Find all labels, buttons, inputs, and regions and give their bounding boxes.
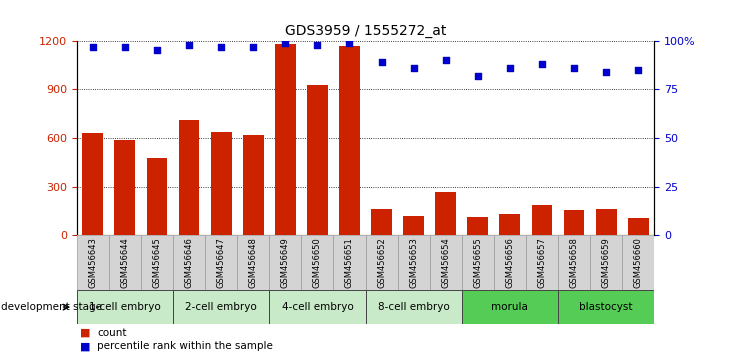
Title: GDS3959 / 1555272_at: GDS3959 / 1555272_at [285,24,446,38]
Bar [178,120,200,235]
Text: 8-cell embryo: 8-cell embryo [378,302,450,312]
Bar [109,235,141,290]
Text: GSM456647: GSM456647 [216,238,226,289]
Text: GSM456650: GSM456650 [313,238,322,289]
Bar [275,44,296,235]
Point [472,73,484,79]
Text: GSM456652: GSM456652 [377,238,386,289]
Bar [628,218,648,235]
Bar [146,158,167,235]
Bar [398,235,430,290]
Bar [558,235,590,290]
Bar [404,216,424,235]
Point [568,65,580,71]
Bar [333,235,366,290]
Bar [77,235,109,290]
Bar [499,214,520,235]
Bar [237,235,269,290]
Bar [366,235,398,290]
Point [536,61,548,67]
Bar [430,235,462,290]
Text: GSM456658: GSM456658 [569,238,578,289]
Bar [269,235,301,290]
Text: GSM456657: GSM456657 [537,238,547,289]
Point [440,57,452,63]
Text: GSM456649: GSM456649 [281,238,289,289]
Bar [590,235,622,290]
Bar [558,290,654,324]
Bar [173,235,205,290]
Point [183,42,195,47]
Text: GSM456654: GSM456654 [442,238,450,289]
Text: development stage: development stage [1,302,102,312]
Point [504,65,516,71]
Bar [462,290,558,324]
Point [632,67,644,73]
Bar [205,235,237,290]
Point [87,44,99,49]
Text: GSM456648: GSM456648 [249,238,258,289]
Point [151,47,163,53]
Point [279,40,291,45]
Text: GSM456643: GSM456643 [88,238,97,289]
Point [344,40,355,45]
Text: 2-cell embryo: 2-cell embryo [185,302,257,312]
Point [215,44,227,49]
Bar [467,217,488,235]
Text: GSM456659: GSM456659 [602,238,610,289]
Text: GSM456646: GSM456646 [184,238,194,289]
Point [600,69,612,75]
Bar [462,235,494,290]
Bar [211,132,232,235]
Bar [307,85,327,235]
Point [376,59,387,65]
Text: GSM456656: GSM456656 [505,238,515,289]
Bar [622,235,654,290]
Point [408,65,420,71]
Text: morula: morula [491,302,529,312]
Bar [564,210,585,235]
Text: GSM456651: GSM456651 [345,238,354,289]
Text: GSM456660: GSM456660 [634,238,643,289]
Text: GSM456655: GSM456655 [473,238,482,289]
Text: blastocyst: blastocyst [580,302,633,312]
Bar [339,46,360,235]
Text: ■: ■ [80,328,91,338]
Bar [494,235,526,290]
Point [311,42,323,47]
Text: ■: ■ [80,341,91,351]
Bar [531,205,553,235]
Bar [435,192,456,235]
Bar [77,290,173,324]
Bar [83,133,103,235]
Text: GSM456644: GSM456644 [121,238,129,289]
Bar [243,135,264,235]
Text: count: count [97,328,126,338]
Text: 4-cell embryo: 4-cell embryo [281,302,353,312]
Bar [366,290,462,324]
Text: 1-cell embryo: 1-cell embryo [89,302,161,312]
Text: percentile rank within the sample: percentile rank within the sample [97,341,273,351]
Bar [596,210,616,235]
Bar [371,210,392,235]
Text: GSM456645: GSM456645 [153,238,162,289]
Text: GSM456653: GSM456653 [409,238,418,289]
Bar [141,235,173,290]
Bar [301,235,333,290]
Bar [173,290,269,324]
Point [119,44,131,49]
Bar [269,290,366,324]
Bar [115,140,135,235]
Point [247,44,259,49]
Bar [526,235,558,290]
